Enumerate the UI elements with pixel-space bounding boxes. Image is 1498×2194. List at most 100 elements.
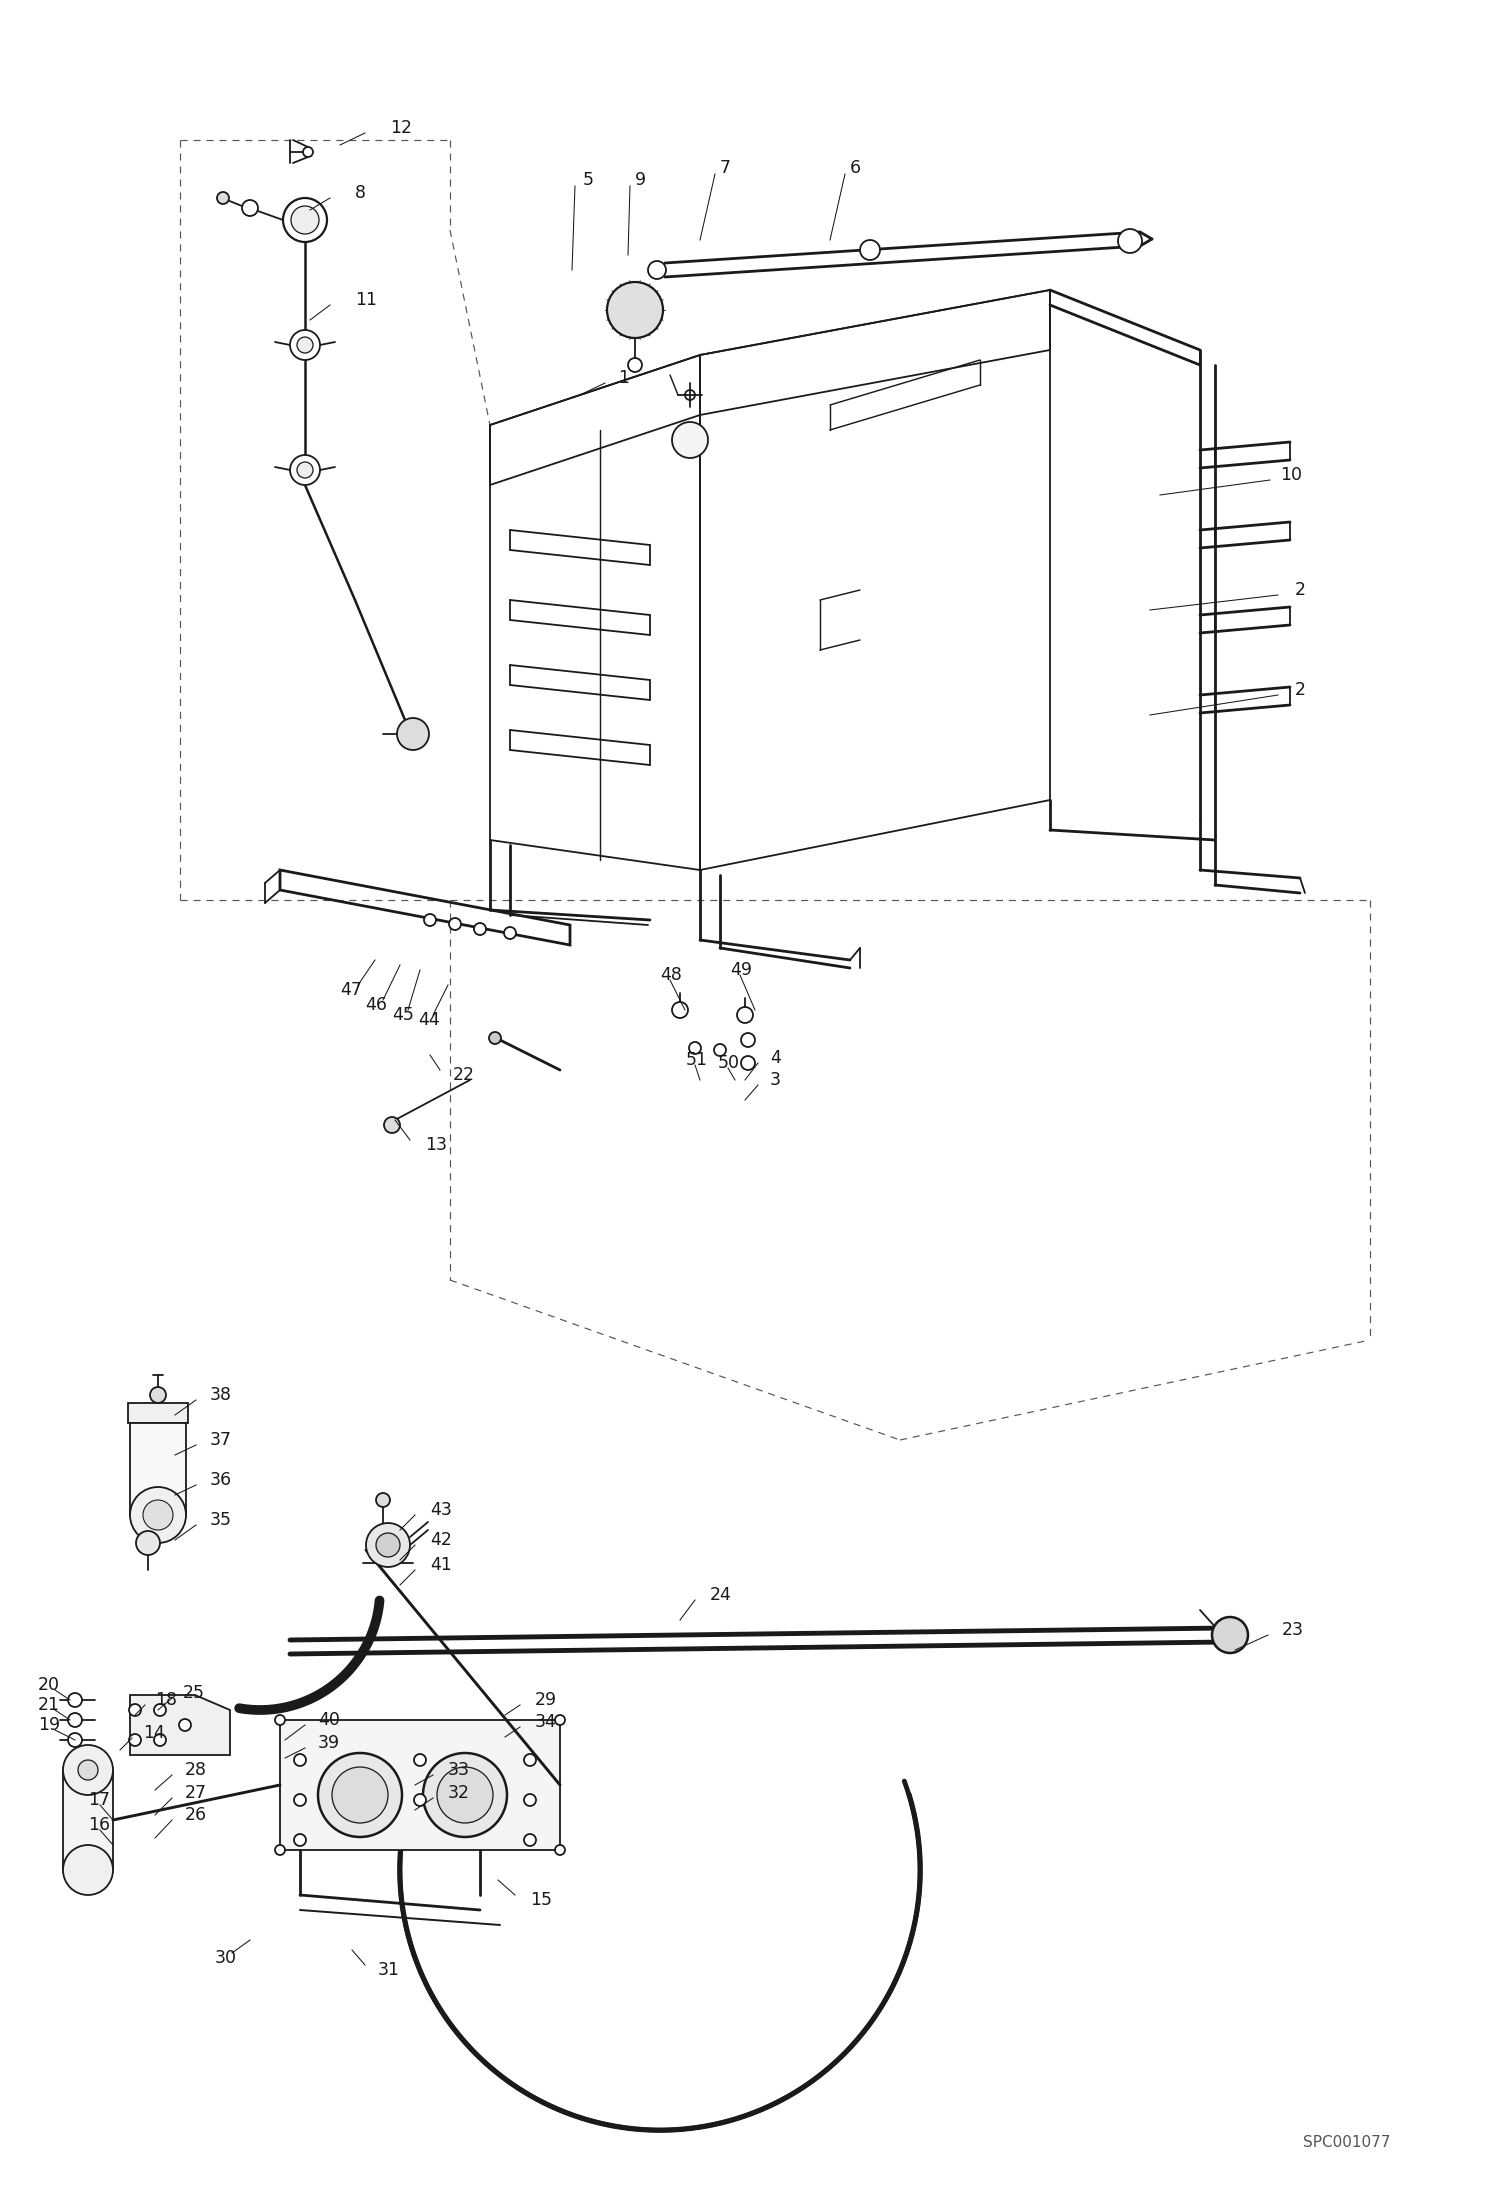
Circle shape — [742, 1033, 755, 1047]
Text: 41: 41 — [430, 1556, 452, 1573]
Text: 8: 8 — [355, 184, 366, 202]
Circle shape — [628, 358, 643, 373]
Text: 22: 22 — [452, 1066, 475, 1084]
Text: 25: 25 — [183, 1685, 205, 1703]
Text: 29: 29 — [535, 1692, 557, 1709]
Polygon shape — [127, 1402, 189, 1424]
Circle shape — [397, 717, 428, 750]
Circle shape — [1212, 1617, 1248, 1652]
Circle shape — [860, 239, 879, 261]
Circle shape — [291, 454, 321, 485]
Text: 21: 21 — [37, 1696, 60, 1714]
Text: 44: 44 — [418, 1011, 440, 1029]
Circle shape — [413, 1795, 425, 1806]
Circle shape — [294, 1795, 306, 1806]
Circle shape — [673, 1003, 688, 1018]
Circle shape — [291, 329, 321, 360]
Circle shape — [297, 463, 313, 478]
Text: 51: 51 — [686, 1051, 709, 1068]
Text: 26: 26 — [184, 1806, 207, 1823]
Circle shape — [449, 917, 461, 930]
Circle shape — [154, 1733, 166, 1746]
Text: 40: 40 — [318, 1711, 340, 1729]
Text: 19: 19 — [37, 1716, 60, 1733]
Polygon shape — [130, 1424, 186, 1516]
Circle shape — [673, 421, 709, 459]
Circle shape — [689, 1042, 701, 1053]
Circle shape — [130, 1488, 186, 1542]
Circle shape — [217, 193, 229, 204]
Circle shape — [524, 1753, 536, 1766]
Text: 1: 1 — [619, 369, 629, 386]
Circle shape — [142, 1501, 172, 1529]
Circle shape — [283, 197, 327, 241]
Circle shape — [437, 1766, 493, 1823]
Circle shape — [524, 1834, 536, 1845]
Text: 46: 46 — [366, 996, 386, 1014]
Circle shape — [554, 1845, 565, 1854]
Circle shape — [243, 200, 258, 215]
Text: 49: 49 — [730, 961, 752, 979]
Circle shape — [63, 1744, 112, 1795]
Circle shape — [276, 1845, 285, 1854]
Text: 43: 43 — [430, 1501, 452, 1518]
Text: 3: 3 — [770, 1071, 780, 1088]
Circle shape — [178, 1720, 192, 1731]
Circle shape — [742, 1055, 755, 1071]
Text: 45: 45 — [392, 1007, 413, 1025]
Text: 38: 38 — [210, 1387, 232, 1404]
Polygon shape — [130, 1696, 231, 1755]
Text: 2: 2 — [1294, 581, 1306, 599]
Text: 4: 4 — [770, 1049, 780, 1066]
Text: 17: 17 — [88, 1790, 109, 1810]
Text: 23: 23 — [1282, 1621, 1303, 1639]
Circle shape — [129, 1733, 141, 1746]
Circle shape — [294, 1753, 306, 1766]
Circle shape — [376, 1534, 400, 1558]
Circle shape — [136, 1531, 160, 1556]
Circle shape — [649, 261, 667, 279]
Text: 18: 18 — [154, 1692, 177, 1709]
Text: 47: 47 — [340, 981, 363, 998]
Text: 9: 9 — [635, 171, 646, 189]
Circle shape — [333, 1766, 388, 1823]
Text: 31: 31 — [377, 1961, 400, 1979]
Circle shape — [318, 1753, 401, 1836]
Text: 14: 14 — [142, 1724, 165, 1742]
Text: 42: 42 — [430, 1531, 452, 1549]
Circle shape — [554, 1716, 565, 1724]
Text: 24: 24 — [710, 1586, 733, 1604]
Circle shape — [376, 1492, 389, 1507]
Circle shape — [78, 1760, 97, 1779]
Text: 6: 6 — [849, 158, 861, 178]
Text: 37: 37 — [210, 1430, 232, 1448]
Text: 11: 11 — [355, 292, 377, 309]
Text: 48: 48 — [661, 965, 682, 983]
Circle shape — [276, 1716, 285, 1724]
Circle shape — [67, 1694, 82, 1707]
Circle shape — [303, 147, 313, 158]
Circle shape — [1118, 228, 1141, 252]
Text: 2: 2 — [1294, 680, 1306, 700]
Circle shape — [67, 1714, 82, 1727]
Circle shape — [473, 924, 485, 935]
Text: 27: 27 — [184, 1784, 207, 1801]
Polygon shape — [63, 1771, 112, 1869]
Circle shape — [150, 1387, 166, 1402]
Circle shape — [294, 1834, 306, 1845]
Circle shape — [715, 1044, 727, 1055]
Circle shape — [488, 1031, 500, 1044]
Text: 39: 39 — [318, 1733, 340, 1753]
Circle shape — [607, 283, 664, 338]
Circle shape — [154, 1705, 166, 1716]
Circle shape — [422, 1753, 506, 1836]
Text: 13: 13 — [425, 1136, 446, 1154]
Circle shape — [67, 1733, 82, 1746]
Text: 7: 7 — [721, 158, 731, 178]
Circle shape — [424, 915, 436, 926]
Polygon shape — [280, 1720, 560, 1850]
Text: 16: 16 — [88, 1817, 111, 1834]
Text: 50: 50 — [718, 1053, 740, 1073]
Text: 5: 5 — [583, 171, 595, 189]
Text: 35: 35 — [210, 1512, 232, 1529]
